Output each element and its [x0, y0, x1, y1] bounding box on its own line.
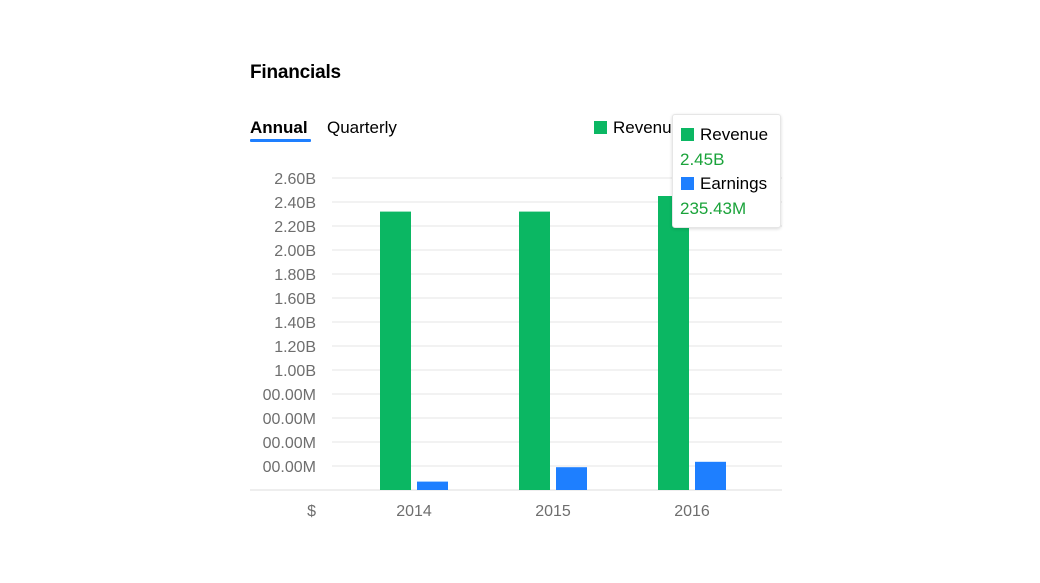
bar-revenue-2015 [519, 211, 550, 490]
y-tick-label: 1.40B [274, 315, 316, 332]
bar-earnings-2014 [417, 481, 448, 490]
y-tick-label: 1.20B [274, 339, 316, 356]
y-tick-label: 00.00M [263, 435, 316, 452]
x-tick-label: 2015 [535, 503, 571, 520]
y-tick-label: 1.60B [274, 291, 316, 308]
y-tick-label: 2.00B [274, 243, 316, 260]
bar-earnings-2016 [695, 461, 726, 490]
tooltip-revenue-name: Revenue [700, 125, 769, 144]
y-tick-label: 2.20B [274, 219, 316, 236]
tab-annual[interactable]: Annual [250, 118, 308, 137]
x-tick-label: 2014 [396, 503, 432, 520]
section-title: Financials [250, 62, 341, 83]
legend-revenue-swatch [594, 121, 607, 134]
currency-label: $ [307, 503, 316, 520]
y-tick-label: 2.60B [274, 171, 316, 188]
legend-revenue-label: Revenue [613, 118, 682, 137]
y-tick-label: 2.40B [274, 195, 316, 212]
active-tab-indicator [250, 139, 311, 142]
tooltip-revenue-row: Revenue [681, 125, 768, 145]
tooltip-revenue-swatch [681, 128, 694, 141]
tooltip-revenue-value: 2.45B [680, 150, 725, 169]
y-tick-label: 00.00M [263, 387, 316, 404]
bar-revenue-2014 [380, 211, 411, 490]
y-tick-label: 1.80B [274, 267, 316, 284]
chart-tooltip: Revenue 2.45B Earnings 235.43M [672, 114, 781, 228]
chart-legend: Revenue [594, 118, 784, 138]
tooltip-earnings-swatch [681, 177, 694, 190]
bar-revenue-2016 [658, 196, 689, 490]
x-tick-label: 2016 [674, 503, 710, 520]
tooltip-earnings-value: 235.43M [680, 199, 747, 218]
tooltip-earnings-name: Earnings [700, 174, 768, 193]
bar-earnings-2015 [556, 467, 587, 490]
tab-quarterly[interactable]: Quarterly [327, 118, 397, 137]
tooltip-earnings-row: Earnings [681, 174, 767, 194]
y-tick-label: 00.00M [263, 411, 316, 428]
y-tick-label: 00.00M [263, 459, 316, 476]
y-tick-label: 1.00B [274, 363, 316, 380]
